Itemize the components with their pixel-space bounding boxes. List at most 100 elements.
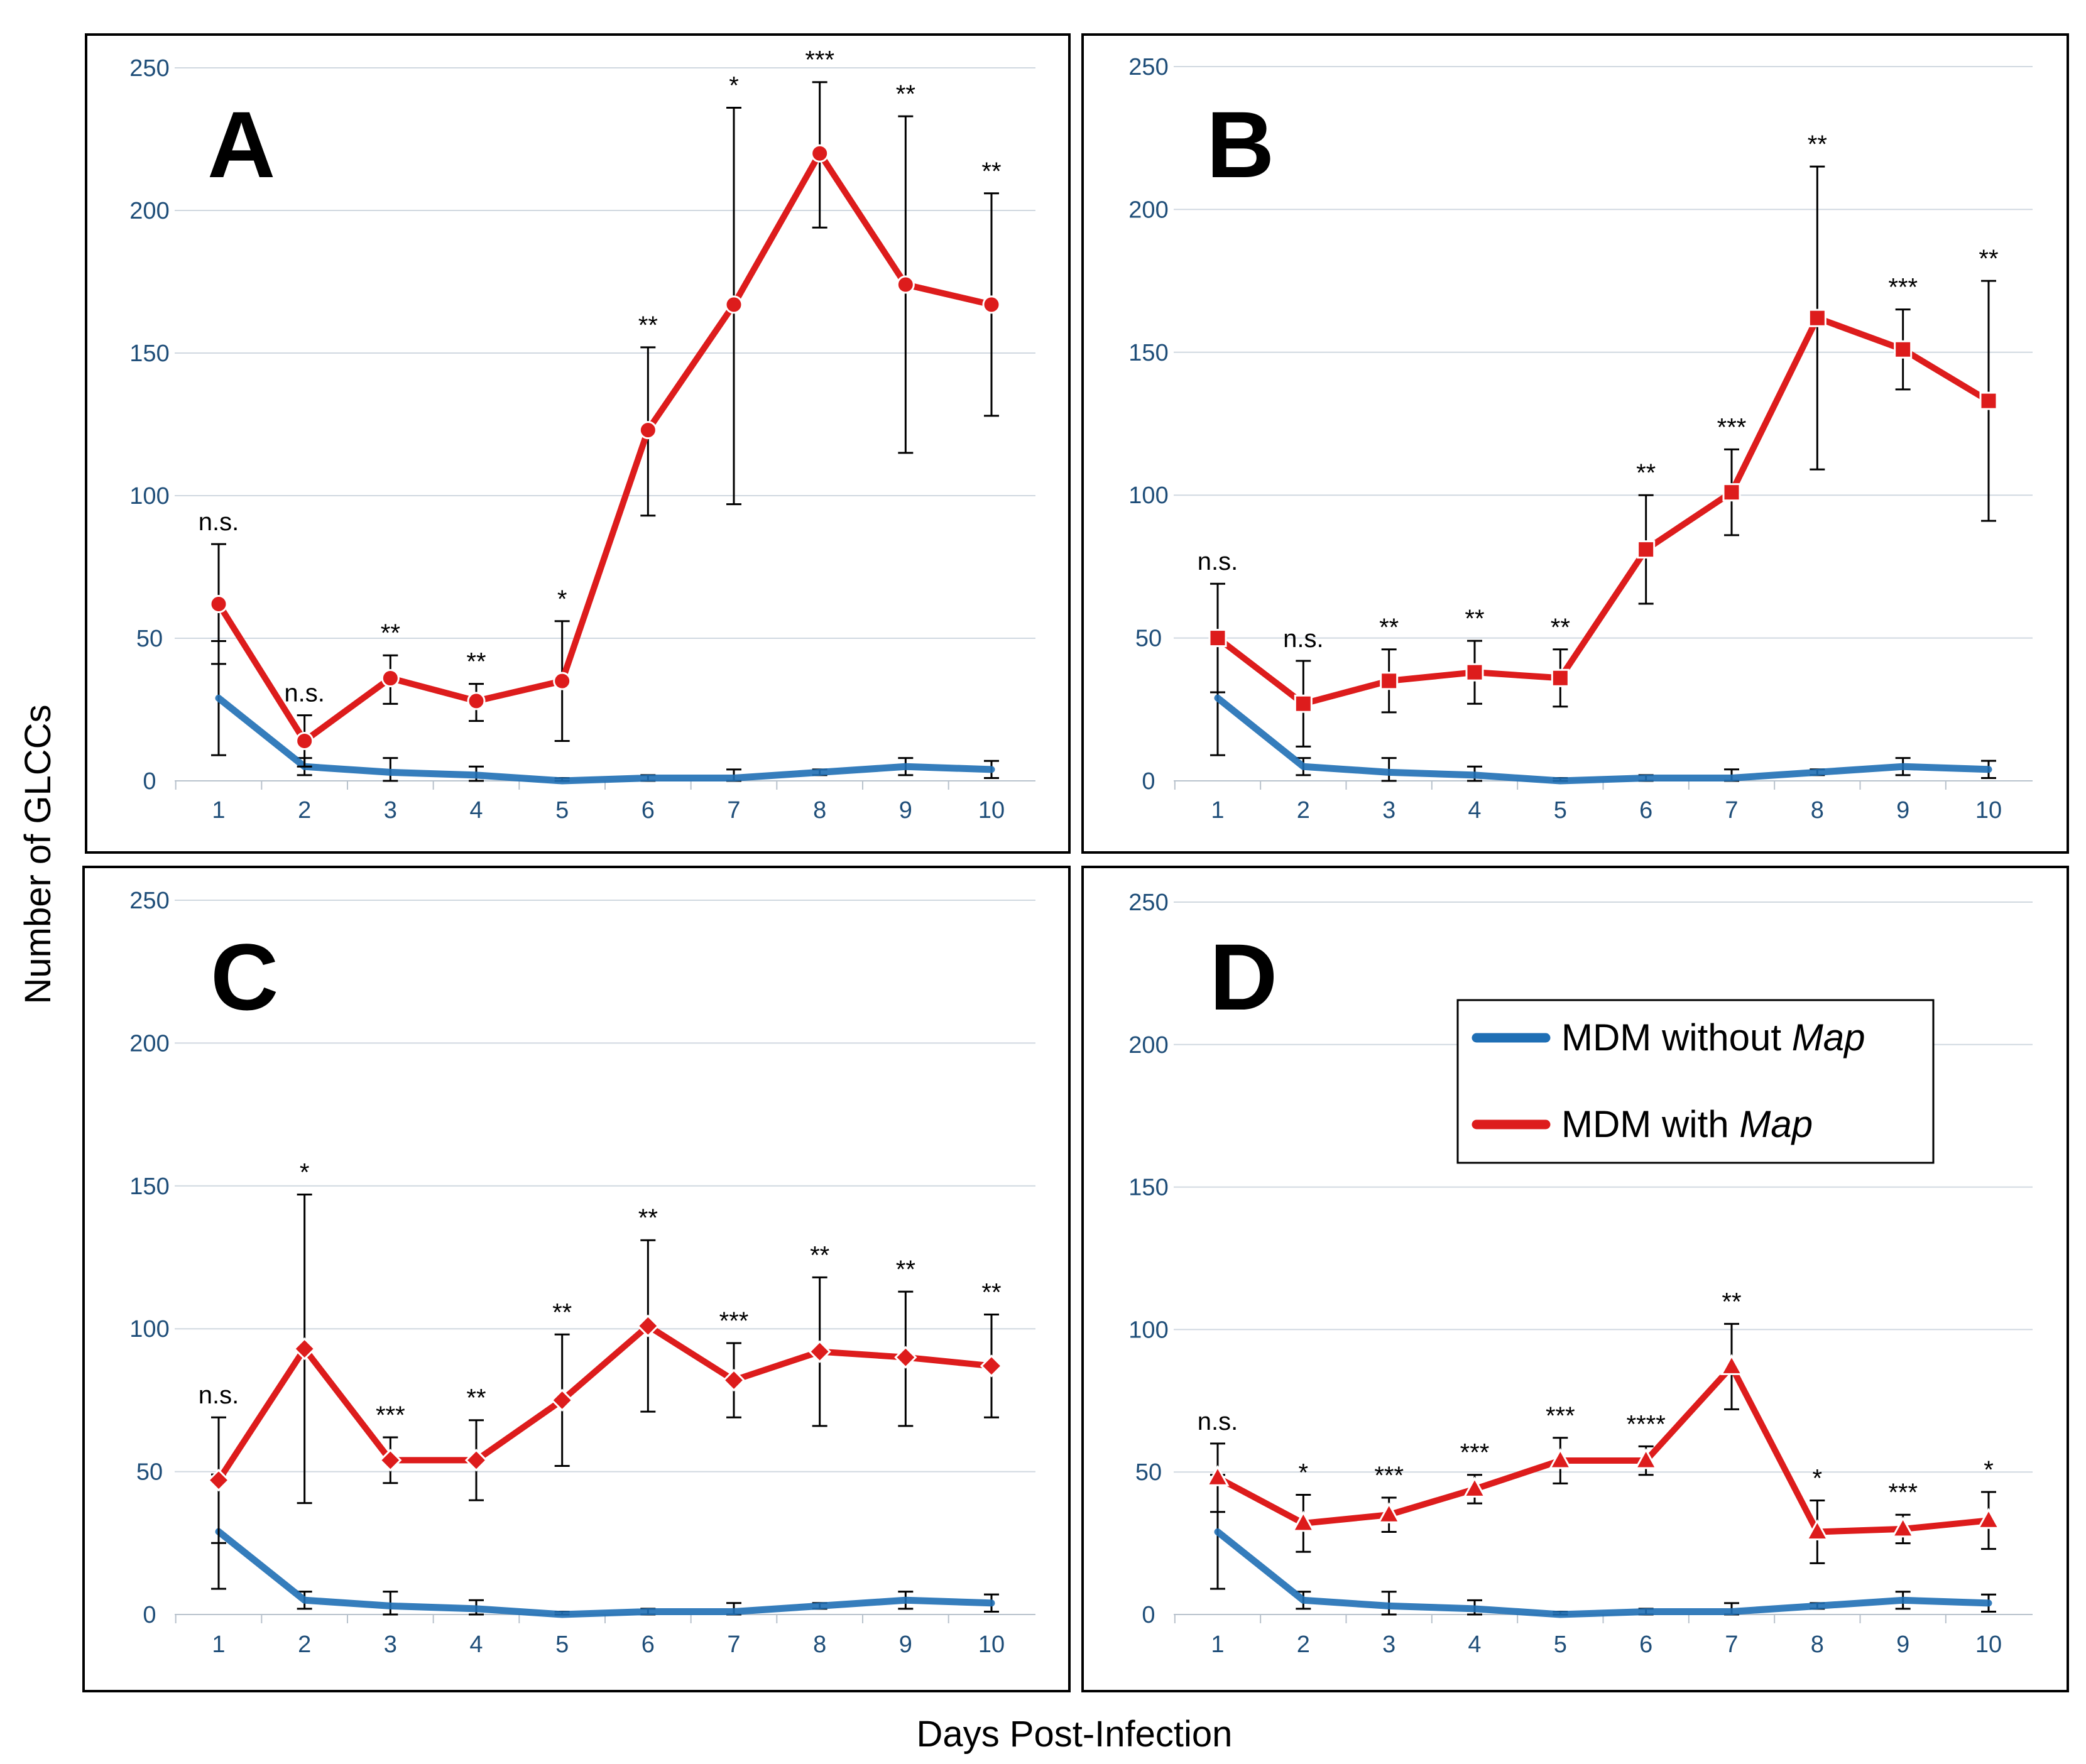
panel-a-red-point-10 <box>982 295 1001 314</box>
panel-d-red-line <box>1215 1363 1992 1535</box>
panel-d-red-point-6 <box>1634 1447 1658 1469</box>
panel-a-red-point-2 <box>295 731 314 750</box>
panel-d-xtick-8: 8 <box>1811 1631 1824 1658</box>
panel-b-label: B <box>1206 92 1274 197</box>
panel-a-ytick-50: 50 <box>136 626 163 652</box>
panel-b-xtick-9: 9 <box>1896 797 1909 824</box>
panel-c-significance-2: * <box>300 1158 310 1186</box>
panel-a-ytick-150: 150 <box>129 340 169 367</box>
panel-d-ytick-100: 100 <box>1128 1317 1168 1343</box>
panel-a-red-point-5 <box>553 672 572 690</box>
panel-a-significance-2: n.s. <box>284 680 324 707</box>
panel-c-xtick-9: 9 <box>899 1631 912 1658</box>
panel-d-red-point-2 <box>1291 1510 1315 1532</box>
panel-d-label: D <box>1210 924 1277 1030</box>
panel-a-significance-4: ** <box>466 648 486 676</box>
panel-d-ytick-0: 0 <box>1142 1602 1155 1628</box>
panel-d-significance-1: n.s. <box>1198 1408 1238 1435</box>
panel-b-red-line <box>1215 315 1992 707</box>
panel-a-xtick-7: 7 <box>727 797 740 824</box>
panel-c-red-point-3 <box>379 1449 402 1472</box>
panel-c-ytick-50: 50 <box>136 1459 163 1486</box>
panel-a-red-point-1 <box>209 595 228 614</box>
panel-d-significance-4: *** <box>1460 1439 1490 1467</box>
panel-d-xtick-2: 2 <box>1297 1631 1310 1658</box>
panel-b-ytick-200: 200 <box>1128 197 1168 223</box>
panel-b-ytick-100: 100 <box>1128 482 1168 509</box>
panel-c-ytick-0: 0 <box>143 1602 156 1628</box>
panel-b-red-point-1 <box>1208 629 1227 648</box>
panel-a-red-point-8 <box>811 144 829 163</box>
panel-b-red-point-7 <box>1722 483 1741 502</box>
legend-box <box>1456 999 1935 1164</box>
panel-c-xtick-3: 3 <box>384 1631 397 1658</box>
panel-d-ytick-150: 150 <box>1128 1175 1168 1201</box>
panel-c-red-point-4 <box>464 1449 488 1472</box>
panel-c-xtick-10: 10 <box>978 1631 1005 1658</box>
panel-d-blue-line <box>1214 1528 1992 1618</box>
panel-b-xtick-6: 6 <box>1639 797 1652 824</box>
panel-a-red-point-9 <box>896 275 915 294</box>
panel-a-xtick-1: 1 <box>212 797 225 824</box>
panel-c-frame <box>82 866 1071 1692</box>
panel-d-significance-9: *** <box>1888 1479 1918 1506</box>
panel-b-xtick-2: 2 <box>1297 797 1310 824</box>
panel-c-red-point-2 <box>293 1337 316 1361</box>
panel-d-red-point-5 <box>1548 1447 1572 1469</box>
panel-c-ytick-100: 100 <box>129 1316 169 1342</box>
panel-a-xtick-3: 3 <box>384 797 397 824</box>
panel-c-significance-9: ** <box>896 1256 915 1283</box>
panel-b-ytick-150: 150 <box>1128 340 1168 366</box>
panel-c-xtick-1: 1 <box>212 1631 225 1658</box>
panel-c-xtick-6: 6 <box>642 1631 655 1658</box>
panel-d-red-point-10 <box>1977 1508 2001 1529</box>
panel-b-significance-1: n.s. <box>1198 548 1238 575</box>
panel-d-xtick-4: 4 <box>1468 1631 1481 1658</box>
panel-b-red-point-6 <box>1637 540 1656 559</box>
panel-d-xtick-9: 9 <box>1896 1631 1909 1658</box>
panel-a-xtick-4: 4 <box>469 797 483 824</box>
panel-c-significance-10: ** <box>981 1278 1001 1306</box>
panel-d-significance-6: **** <box>1627 1410 1666 1438</box>
panel-c-red-point-1 <box>207 1469 231 1492</box>
panel-a-label: A <box>207 92 275 197</box>
panel-b-xtick-3: 3 <box>1382 797 1395 824</box>
panel-b-xtick-8: 8 <box>1811 797 1824 824</box>
panel-a-significance-7: * <box>729 72 739 100</box>
panel-b-red-point-2 <box>1294 694 1313 713</box>
panel-b-red-point-5 <box>1551 668 1570 687</box>
panel-a-xtick-2: 2 <box>298 797 311 824</box>
panel-c-red-point-10 <box>980 1354 1003 1378</box>
panel-a-significance-3: ** <box>381 619 400 647</box>
panel-b-frame <box>1081 33 2069 854</box>
panel-b-red-point-8 <box>1808 308 1827 327</box>
panel-a-significance-1: n.s. <box>199 508 239 536</box>
panel-b-significance-6: ** <box>1636 459 1656 487</box>
panel-a-red-point-4 <box>467 692 486 710</box>
panel-b-significance-9: *** <box>1888 274 1918 302</box>
panel-d-ytick-50: 50 <box>1135 1459 1162 1486</box>
panel-d-red-point-7 <box>1720 1354 1744 1375</box>
panel-a-ytick-250: 250 <box>129 55 169 82</box>
panel-a-xtick-8: 8 <box>813 797 826 824</box>
panel-b-significance-10: ** <box>1979 245 1998 273</box>
panel-b-ytick-250: 250 <box>1128 54 1168 80</box>
panel-a-blue-line <box>215 694 995 785</box>
panel-a-frame <box>85 33 1071 854</box>
panel-d-significance-3: *** <box>1374 1462 1404 1489</box>
panel-a-significance-8: *** <box>805 46 834 74</box>
panel-b-significance-2: n.s. <box>1283 625 1323 653</box>
panel-a-ytick-100: 100 <box>129 483 169 509</box>
panel-d-significance-2: * <box>1299 1459 1309 1486</box>
panel-d-red-point-1 <box>1206 1465 1230 1486</box>
panel-d-red-point-8 <box>1805 1519 1829 1540</box>
panel-a-ytick-0: 0 <box>143 768 156 795</box>
panel-c-xtick-8: 8 <box>813 1631 826 1658</box>
panel-c-significance-4: ** <box>466 1385 486 1412</box>
panel-b-significance-3: ** <box>1379 614 1399 641</box>
x-axis-label: Days Post-Infection <box>917 1714 1233 1755</box>
panel-b-xtick-1: 1 <box>1211 797 1224 824</box>
panel-b-significance-5: ** <box>1551 614 1570 641</box>
panel-d-xtick-7: 7 <box>1725 1631 1738 1658</box>
panel-a-significance-9: ** <box>896 80 915 108</box>
